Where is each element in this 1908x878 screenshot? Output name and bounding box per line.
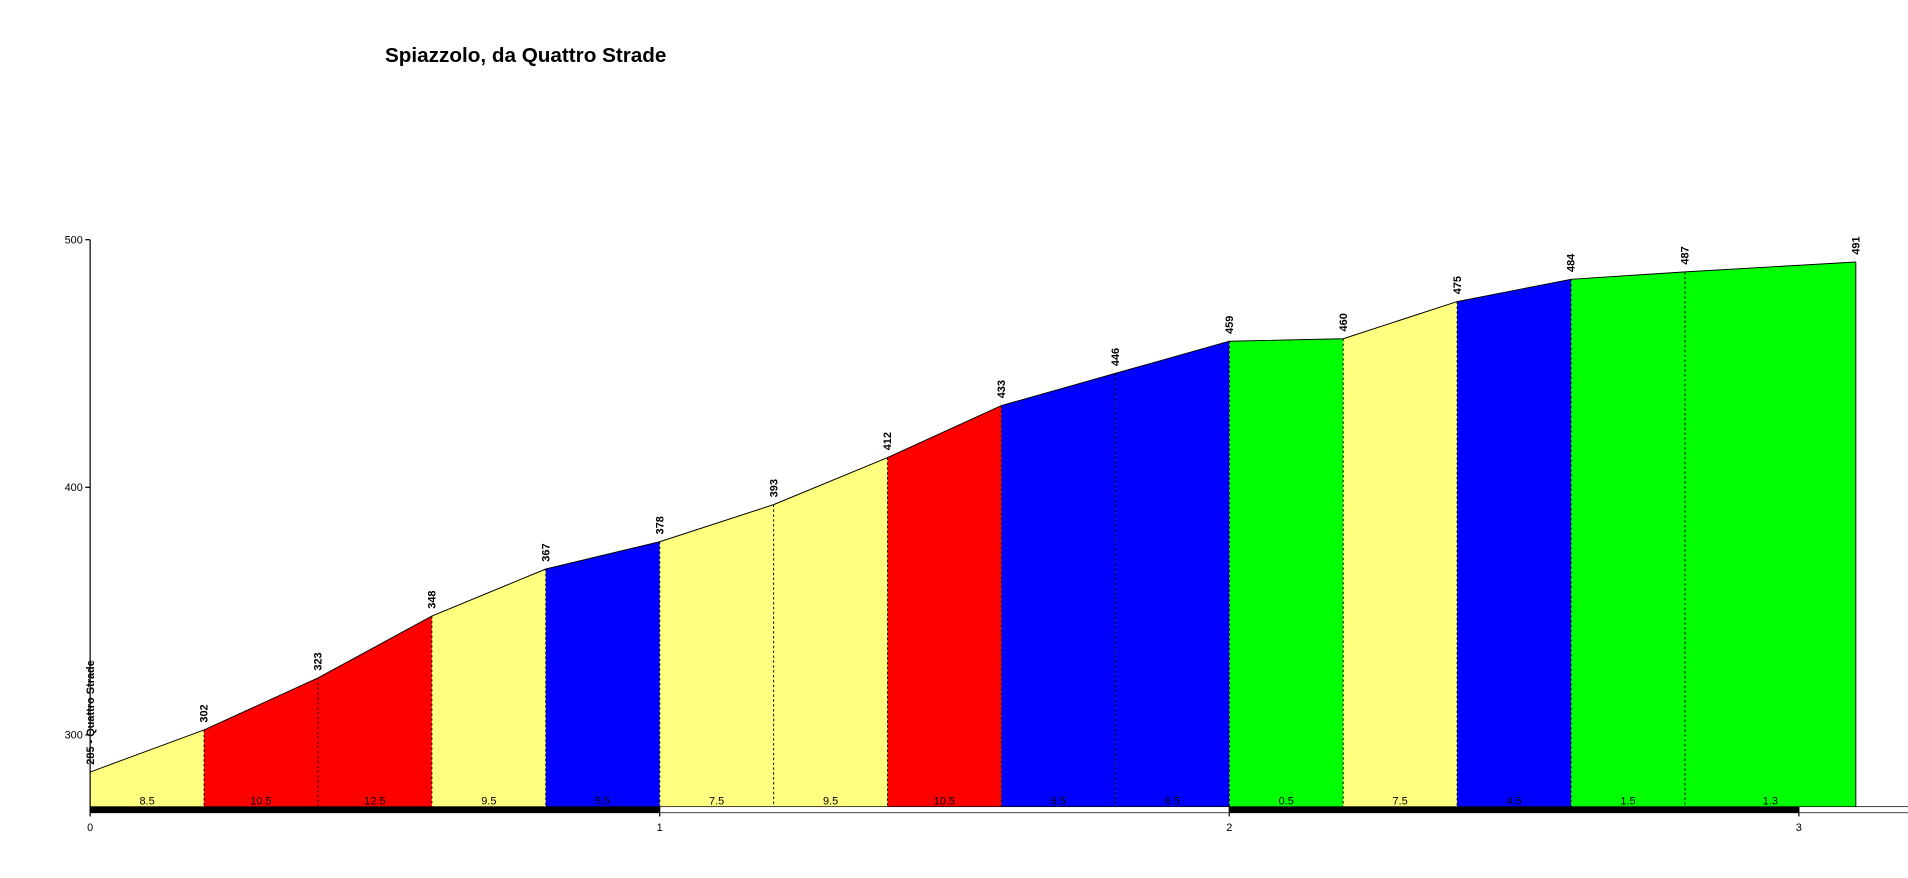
x-tick-label: 0 [87, 822, 93, 834]
profile-line [89, 261, 1856, 773]
elevation-label: 323 [313, 652, 325, 670]
gradient-label: 7.5 [709, 795, 724, 807]
elevation-label: 367 [540, 543, 552, 561]
profile-segment [887, 405, 1002, 807]
elevation-label: 285 - Quattro Strade [85, 660, 97, 765]
x-tick-label: 1 [657, 822, 663, 834]
plot: 8.5 10.5 12.5 9.5 5.5 7.5 9.5 10.5 6.5 6.5 0.5 7.5 4… [65, 234, 1908, 834]
elevation-label: 484 [1566, 253, 1578, 272]
elevation-label: 487 [1680, 246, 1692, 264]
y-tick-label: 400 [65, 482, 83, 494]
elevation-label: 446 [1110, 348, 1122, 366]
profile-segment [1684, 261, 1856, 807]
elevation-label: 433 [996, 380, 1008, 398]
gradient-label: 9.5 [823, 795, 838, 807]
elevation-label: 393 [768, 479, 780, 497]
gradient-label: 1.3 [1763, 795, 1778, 807]
profile-segment [317, 616, 432, 807]
gradient-label: 8.5 [139, 795, 154, 807]
profile-segment [545, 541, 660, 807]
gradient-label: 7.5 [1393, 795, 1408, 807]
profile-segment [90, 729, 205, 807]
gradient-label: 6.5 [1051, 795, 1066, 807]
elevation-label: 491 [1850, 236, 1862, 254]
profile-segment [1343, 301, 1458, 807]
gradient-label: 1.5 [1620, 795, 1635, 807]
x-tick-label: 3 [1796, 822, 1802, 834]
x-tick-label: 2 [1226, 822, 1232, 834]
profile-segment [204, 677, 318, 807]
km-bar-block [1229, 806, 1799, 813]
km-bar-block [90, 806, 660, 813]
profile-segment [1229, 338, 1344, 807]
profile-segment [1457, 279, 1572, 807]
gradient-label: 4.5 [1506, 795, 1521, 807]
gradient-label: 9.5 [481, 795, 496, 807]
profile-segment [659, 504, 774, 807]
gradient-label: 0.5 [1279, 795, 1294, 807]
gradient-label: 6.5 [1165, 795, 1180, 807]
profile-segment [431, 568, 546, 807]
elevation-label: 348 [427, 590, 439, 608]
profile-segment [1001, 373, 1116, 807]
elevation-label: 302 [199, 704, 211, 722]
profile-segment [1571, 271, 1685, 807]
elevation-label: 460 [1338, 313, 1350, 331]
elevation-label: 475 [1452, 276, 1464, 294]
gradient-label: 10.5 [250, 795, 271, 807]
y-tick-label: 300 [65, 730, 83, 742]
elevation-label: 459 [1224, 316, 1236, 334]
profile-segment [1115, 341, 1230, 807]
gradient-label: 10.5 [934, 795, 955, 807]
elevation-label: 378 [654, 516, 666, 534]
elevation-label: 412 [882, 432, 894, 450]
y-tick-label: 500 [65, 234, 83, 246]
chart-title: Spiazzolo, da Quattro Strade [385, 44, 666, 67]
gradient-label: 12.5 [364, 795, 385, 807]
gradient-label: 5.5 [595, 795, 610, 807]
profile-segment [773, 457, 888, 807]
